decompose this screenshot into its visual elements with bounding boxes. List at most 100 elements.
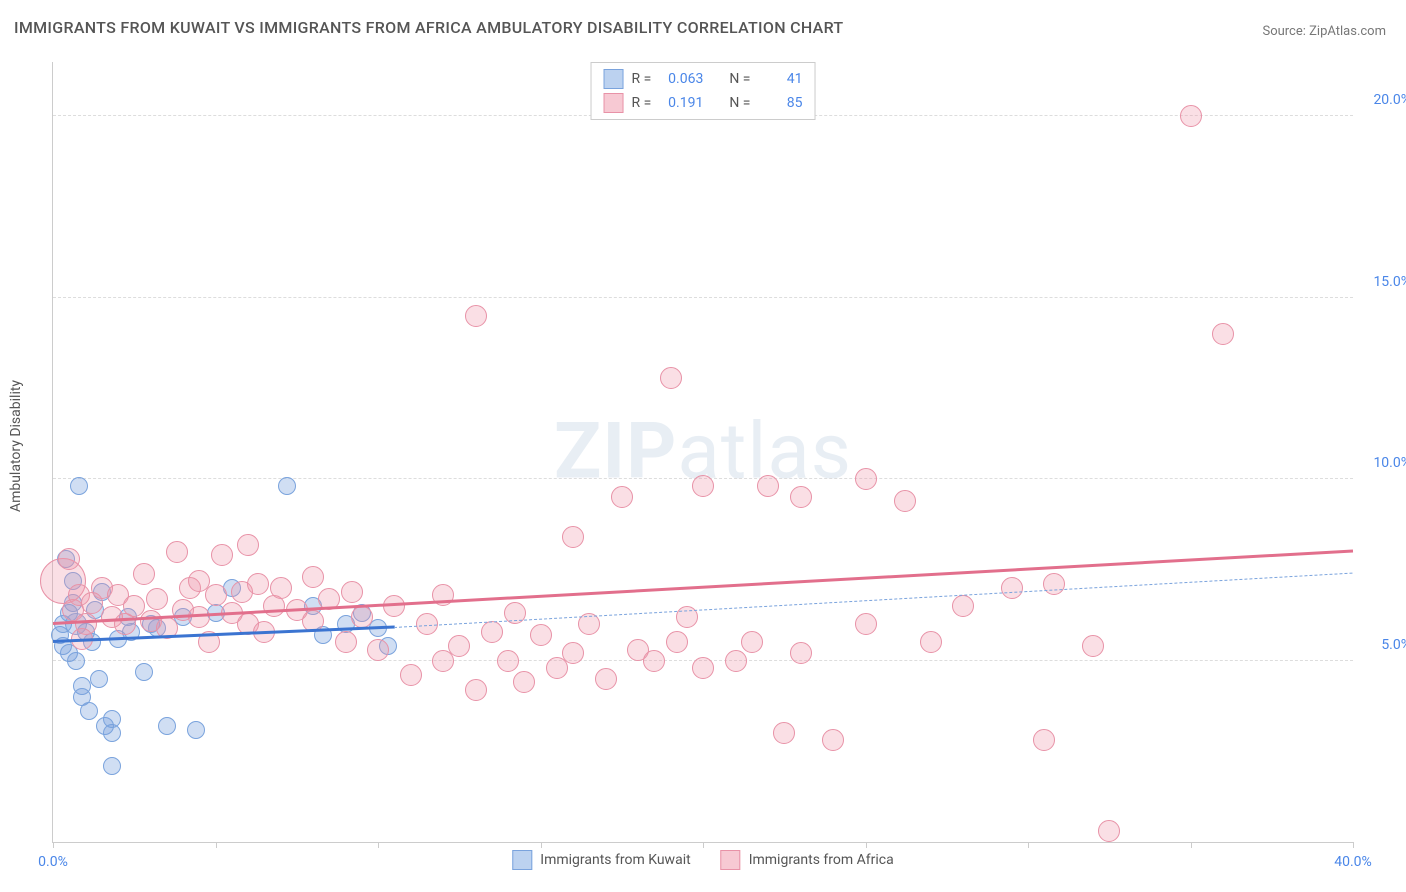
data-point-africa (530, 624, 552, 646)
data-point-kuwait (103, 710, 121, 728)
data-point-kuwait (278, 477, 296, 495)
stats-row-kuwait: R = 0.063 N = 41 (604, 67, 803, 91)
data-point-africa (822, 729, 844, 751)
x-tick-label: 40.0% (1334, 854, 1372, 870)
data-point-africa (133, 563, 155, 585)
data-point-kuwait (67, 652, 85, 670)
data-point-africa (465, 679, 487, 701)
data-point-africa (465, 305, 487, 327)
data-point-kuwait (187, 721, 205, 739)
data-point-africa (643, 650, 665, 672)
swatch-africa (604, 93, 624, 113)
data-point-africa (773, 722, 795, 744)
data-point-africa (562, 642, 584, 664)
plot-area: ZIPatlas R = 0.063 N = 41 R = 0.191 N = … (52, 62, 1353, 843)
y-tick-label: 10.0% (1361, 455, 1406, 471)
data-point-kuwait (103, 757, 121, 775)
x-tick-mark (1191, 842, 1192, 848)
data-point-africa (448, 635, 470, 657)
data-point-africa (692, 475, 714, 497)
data-point-africa (513, 671, 535, 693)
source-label: Source: ZipAtlas.com (1262, 24, 1386, 39)
n-value-kuwait: 41 (758, 71, 802, 87)
data-point-africa (335, 631, 357, 653)
x-tick-mark (53, 842, 54, 848)
legend-label-africa: Immigrants from Africa (749, 852, 894, 868)
data-point-africa (383, 595, 405, 617)
data-point-africa (595, 668, 617, 690)
data-point-kuwait (135, 663, 153, 681)
data-point-africa (58, 548, 80, 570)
n-label: N = (729, 71, 750, 87)
data-point-africa (211, 544, 233, 566)
data-point-africa (741, 631, 763, 653)
data-point-africa (1180, 105, 1202, 127)
data-point-africa (1033, 729, 1055, 751)
data-point-kuwait (90, 670, 108, 688)
data-point-africa (894, 490, 916, 512)
x-tick-mark (541, 842, 542, 848)
n-label: N = (729, 95, 750, 111)
data-point-africa (351, 606, 373, 628)
data-point-africa (188, 606, 210, 628)
data-point-africa (367, 639, 389, 661)
swatch-kuwait-legend (512, 850, 532, 870)
data-point-africa (725, 650, 747, 672)
data-point-africa (341, 581, 363, 603)
x-tick-mark (216, 842, 217, 848)
data-point-africa (205, 584, 227, 606)
data-point-africa (562, 526, 584, 548)
data-point-africa (481, 621, 503, 643)
legend-item-africa: Immigrants from Africa (721, 850, 894, 870)
y-tick-label: 5.0% (1361, 637, 1406, 653)
data-point-africa (855, 613, 877, 635)
y-axis-label: Ambulatory Disability (8, 380, 24, 512)
data-point-africa (920, 631, 942, 653)
chart-title: IMMIGRANTS FROM KUWAIT VS IMMIGRANTS FRO… (14, 18, 843, 37)
data-point-africa (757, 475, 779, 497)
r-label: R = (632, 71, 652, 87)
data-point-africa (237, 534, 259, 556)
data-point-africa (400, 664, 422, 686)
data-point-africa (302, 566, 324, 588)
data-point-africa (270, 577, 292, 599)
data-point-africa (855, 468, 877, 490)
x-tick-mark (1353, 842, 1354, 848)
data-point-africa (666, 631, 688, 653)
data-point-kuwait (80, 702, 98, 720)
x-tick-mark (703, 842, 704, 848)
stats-box: R = 0.063 N = 41 R = 0.191 N = 85 (591, 62, 816, 120)
swatch-kuwait (604, 69, 624, 89)
x-tick-mark (1028, 842, 1029, 848)
r-label: R = (632, 95, 652, 111)
legend-item-kuwait: Immigrants from Kuwait (512, 850, 690, 870)
x-tick-mark (378, 842, 379, 848)
legend-label-kuwait: Immigrants from Kuwait (540, 852, 690, 868)
data-point-africa (146, 588, 168, 610)
data-point-africa (1098, 820, 1120, 842)
watermark-zip: ZIP (554, 407, 677, 498)
data-point-africa (497, 650, 519, 672)
x-tick-label: 0.0% (38, 854, 68, 870)
data-point-africa (1082, 635, 1104, 657)
data-point-africa (952, 595, 974, 617)
data-point-africa (790, 486, 812, 508)
x-tick-mark (866, 842, 867, 848)
data-point-africa (660, 367, 682, 389)
data-point-africa (692, 657, 714, 679)
data-point-africa (166, 541, 188, 563)
r-value-africa: 0.191 (659, 95, 703, 111)
data-point-africa (611, 486, 633, 508)
y-tick-label: 15.0% (1361, 274, 1406, 290)
grid-line (53, 297, 1353, 298)
data-point-kuwait (158, 717, 176, 735)
data-point-africa (1212, 323, 1234, 345)
y-tick-label: 20.0% (1361, 92, 1406, 108)
bottom-legend: Immigrants from Kuwait Immigrants from A… (512, 850, 893, 870)
data-point-kuwait (70, 477, 88, 495)
r-value-kuwait: 0.063 (659, 71, 703, 87)
data-point-africa (247, 573, 269, 595)
data-point-africa (1001, 577, 1023, 599)
data-point-africa (1043, 573, 1065, 595)
stats-row-africa: R = 0.191 N = 85 (604, 91, 803, 115)
